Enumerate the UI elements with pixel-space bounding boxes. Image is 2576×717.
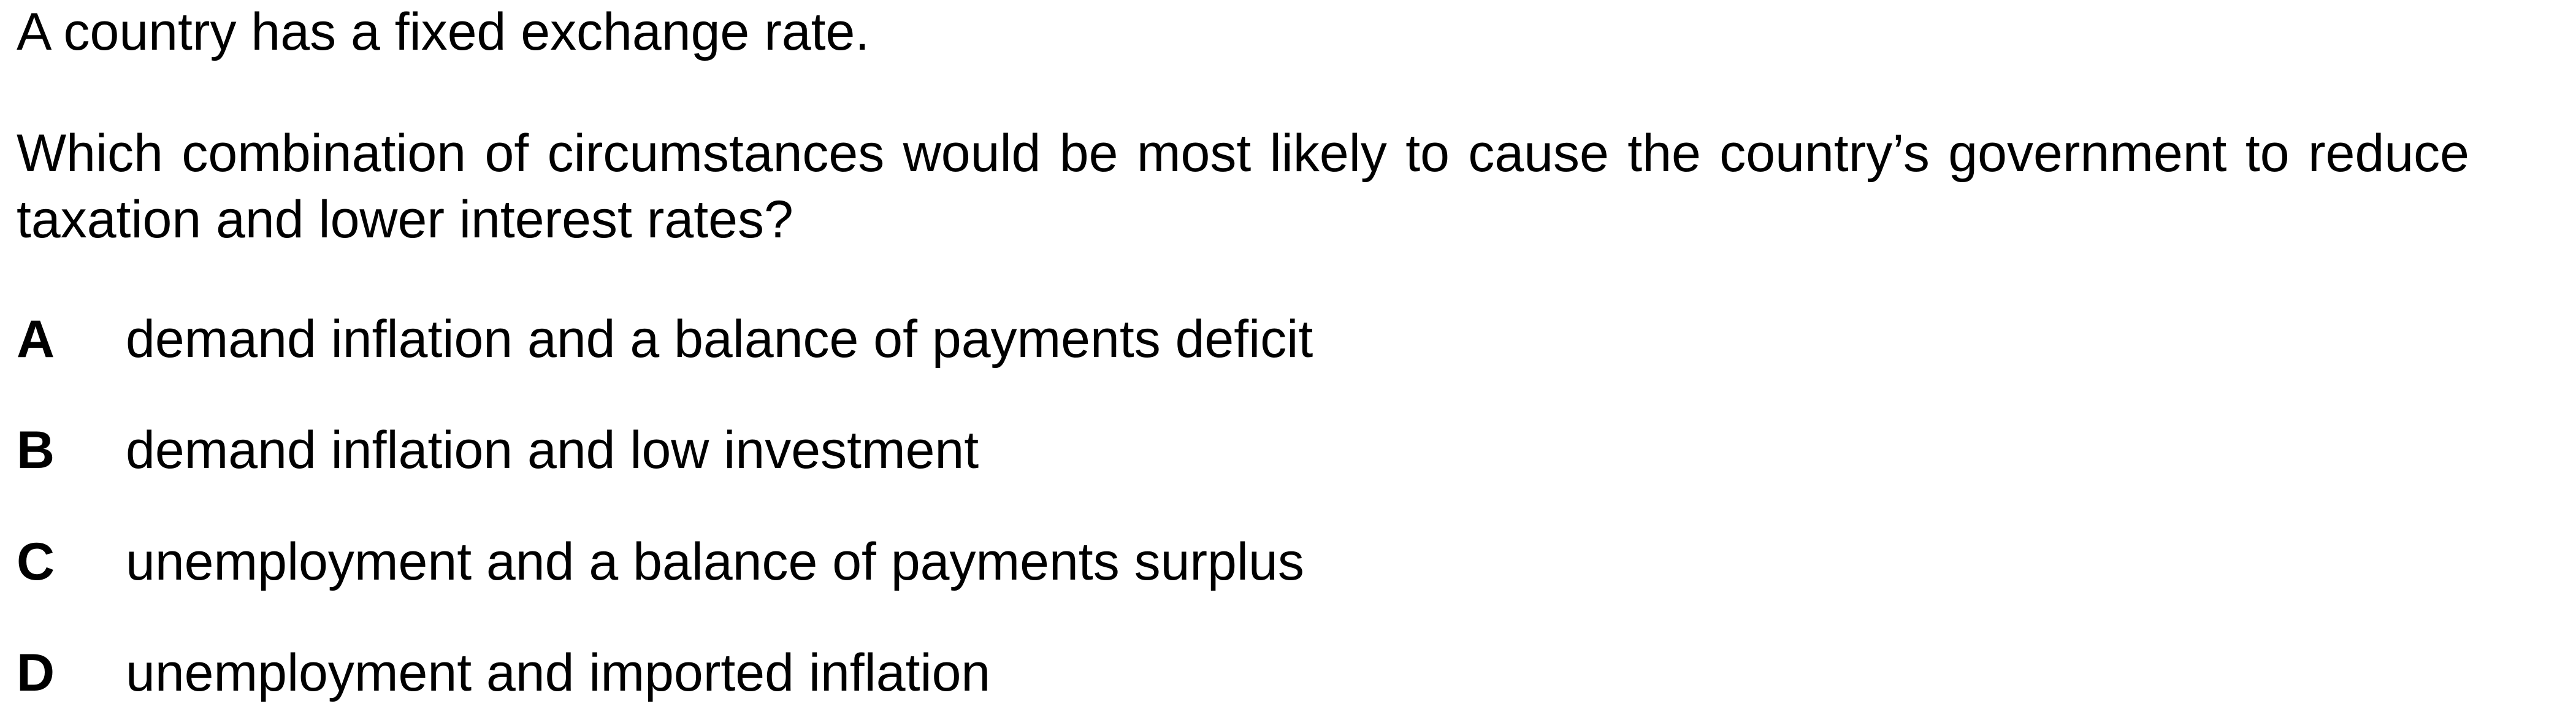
option-text: demand inflation and low investment <box>126 421 979 480</box>
question-stem: Which combination of circumstances would… <box>17 120 2469 253</box>
option-letter: D <box>17 643 55 702</box>
option-text: unemployment and imported inflation <box>126 643 991 702</box>
question-intro: A country has a fixed exchange rate. <box>17 2 870 61</box>
question-stem-line-2: reduce taxation and lower interest rates… <box>17 124 2469 249</box>
option-text: demand inflation and a balance of paymen… <box>126 310 1313 369</box>
option-letter: B <box>17 421 55 480</box>
option-letter: C <box>17 532 55 591</box>
option-text: unemployment and a balance of payments s… <box>126 532 1304 591</box>
option-letter: A <box>17 310 55 369</box>
question-stem-line-1: Which combination of circumstances would… <box>17 124 2290 183</box>
